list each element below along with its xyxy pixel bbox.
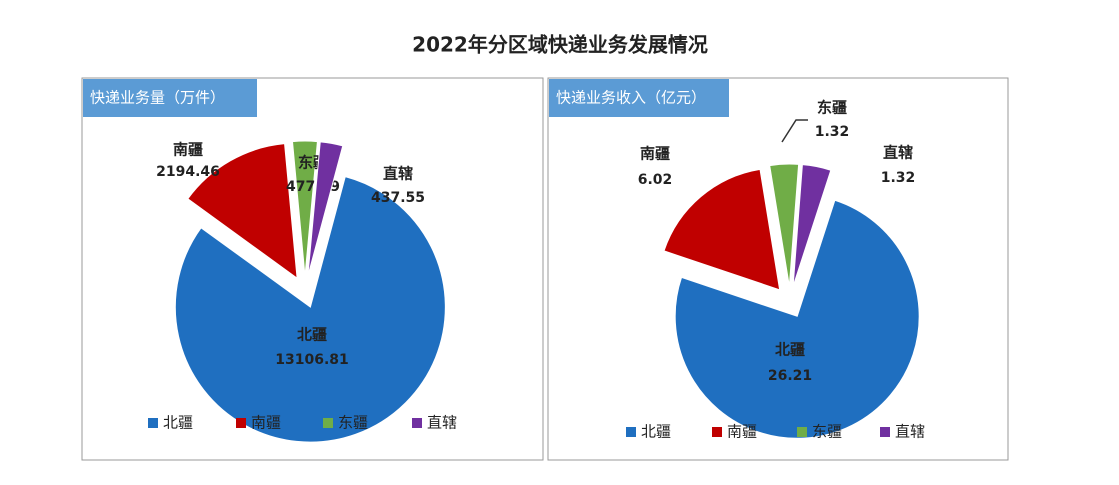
pie-slice — [769, 163, 800, 287]
pie-slice — [307, 141, 344, 277]
pie-slice — [674, 199, 920, 439]
pie-slice — [792, 164, 832, 287]
slice-category-label: 北疆 — [775, 341, 805, 359]
legend-label: 东疆 — [338, 414, 368, 432]
legend-label: 南疆 — [727, 423, 757, 441]
panel-title-box — [83, 79, 257, 117]
slice-value-label: 1.32 — [815, 124, 850, 140]
legend-swatch — [626, 427, 636, 437]
legend-swatch — [880, 427, 890, 437]
slice-category-label: 直辖 — [383, 165, 413, 183]
legend-swatch — [236, 418, 246, 428]
slice-category-label: 南疆 — [640, 145, 670, 163]
leader-line — [781, 119, 808, 143]
legend-label: 南疆 — [251, 414, 281, 432]
chart-title: 快递业务收入（亿元） — [556, 89, 706, 107]
legend-label: 北疆 — [163, 414, 193, 432]
slice-value-label: 26.21 — [768, 368, 812, 384]
slice-category-label: 直辖 — [883, 144, 913, 162]
legend-swatch — [148, 418, 158, 428]
legend-swatch — [412, 418, 422, 428]
slice-category-label: 东疆 — [817, 99, 847, 117]
legend-swatch — [712, 427, 722, 437]
slice-value-label: 1.32 — [881, 170, 916, 186]
slice-value-label: 6.02 — [638, 172, 673, 188]
pie-slice — [291, 140, 318, 277]
slice-category-label: 南疆 — [173, 141, 203, 159]
pie-slice — [187, 143, 298, 280]
legend-swatch — [797, 427, 807, 437]
legend-swatch — [323, 418, 333, 428]
chart-title: 快递业务量（万件） — [90, 89, 225, 107]
page-title: 2022年分区域快递业务发展情况 — [412, 33, 708, 57]
slice-category-label: 北疆 — [297, 326, 327, 344]
slice-value-label: 2194.46 — [156, 164, 220, 180]
legend-label: 东疆 — [812, 423, 842, 441]
panel-title-box — [549, 79, 729, 117]
legend-label: 直辖 — [895, 423, 925, 441]
pie-slice — [174, 176, 446, 443]
pie-slice — [663, 168, 781, 291]
legend-label: 直辖 — [427, 414, 457, 432]
slice-value-label: 437.55 — [371, 190, 425, 206]
legend-label: 北疆 — [641, 423, 671, 441]
slice-value-label: 13106.81 — [275, 352, 349, 368]
